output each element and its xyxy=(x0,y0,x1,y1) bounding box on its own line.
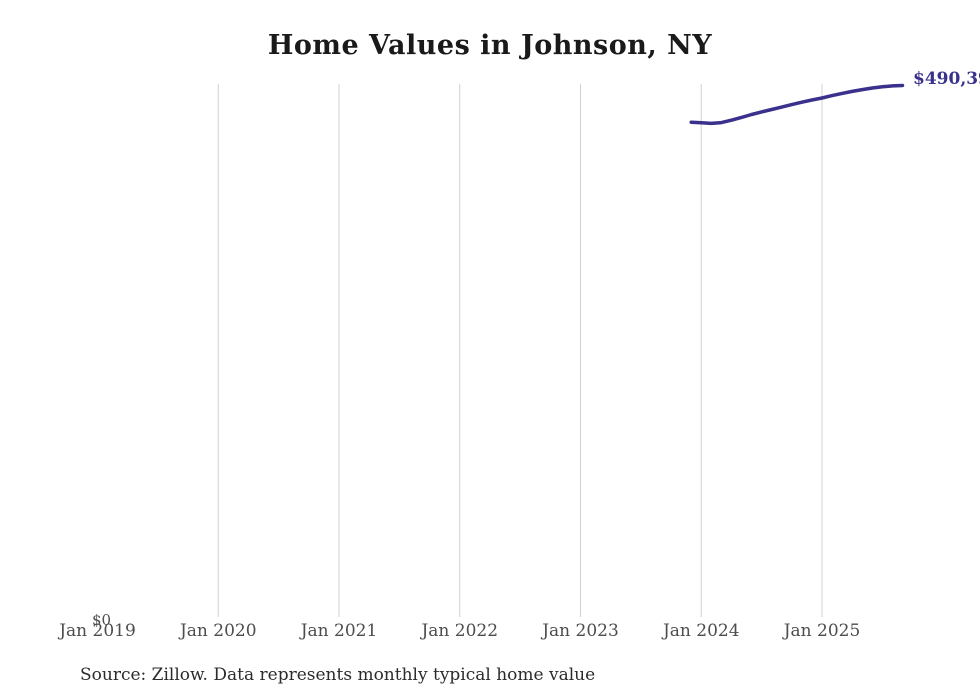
x-tick-label: Jan 2019 xyxy=(59,621,136,641)
x-tick-label: Jan 2021 xyxy=(300,621,378,641)
y-axis-zero-label: $0 xyxy=(92,611,112,629)
x-tick-label: Jan 2025 xyxy=(783,621,861,641)
x-tick-label: Jan 2022 xyxy=(421,621,499,641)
chart-title: Home Values in Johnson, NY xyxy=(267,30,713,61)
x-tick-label: Jan 2024 xyxy=(662,621,740,641)
x-tick-label: Jan 2020 xyxy=(179,621,257,641)
x-tick-label: Jan 2023 xyxy=(542,621,619,641)
trend-line xyxy=(689,83,905,126)
latest-value-label: $490,399 xyxy=(913,69,980,89)
source-note: Source: Zillow. Data represents monthly … xyxy=(80,665,596,685)
